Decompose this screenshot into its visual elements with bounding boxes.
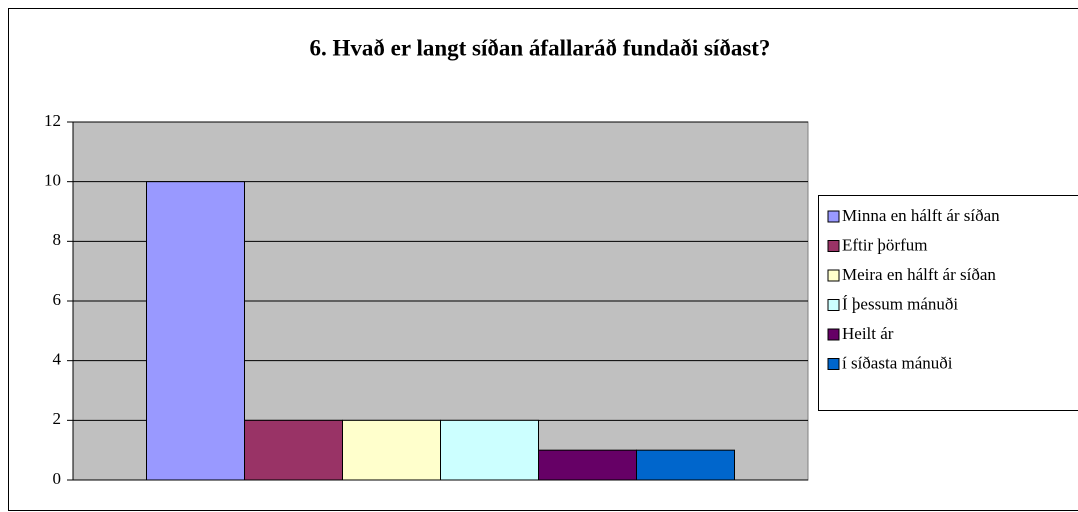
bar [636, 449, 735, 481]
legend-swatch [827, 269, 840, 282]
bar [146, 181, 245, 481]
legend-swatch [827, 210, 840, 223]
legend-label: Eftir þörfum [842, 235, 927, 254]
legend-label: Minna en hálft ár síðan [842, 206, 1000, 225]
y-tick-label: 6 [53, 290, 62, 309]
legend-label: í síðasta mánuði [842, 353, 953, 372]
legend-swatch [827, 358, 840, 370]
legend-swatch [827, 328, 840, 341]
chart-title: 6. Hvað er langt síðan áfallaráð fundaði… [310, 35, 771, 60]
legend-swatch [827, 299, 840, 311]
legend-swatch [827, 240, 840, 252]
y-tick-label: 10 [44, 171, 61, 190]
y-tick-label: 0 [53, 469, 62, 488]
bar [244, 419, 343, 481]
legend-label: Heilt ár [842, 324, 894, 343]
bar [538, 449, 637, 481]
bar [342, 419, 441, 481]
legend-box [818, 195, 1078, 411]
legend-label: Meira en hálft ár síðan [842, 265, 996, 284]
legend-label: Í þessum mánuði [842, 294, 958, 313]
y-tick-label: 4 [53, 350, 62, 369]
y-tick-label: 2 [53, 409, 62, 428]
y-tick-label: 8 [53, 230, 62, 249]
y-tick-label: 12 [44, 111, 61, 130]
bar [440, 419, 539, 481]
